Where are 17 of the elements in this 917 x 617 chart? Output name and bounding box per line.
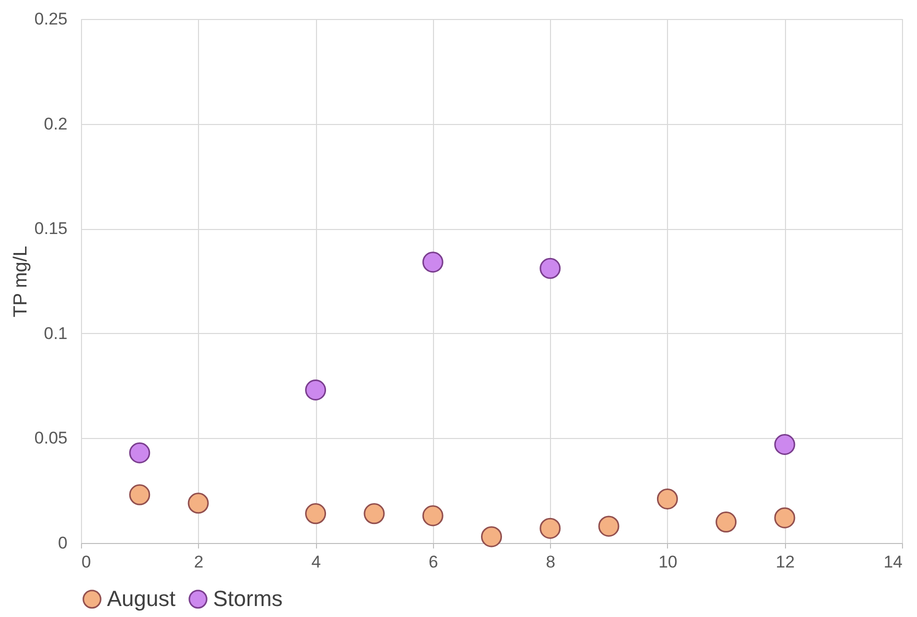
y-axis-title: TP mg/L	[10, 246, 32, 318]
y-tick-label: 0.05	[34, 428, 68, 448]
x-tick-label: 2	[194, 552, 204, 572]
x-tick-label: 0	[82, 552, 91, 572]
y-tick-label: 0.25	[34, 10, 68, 28]
y-tick-label: 0	[58, 534, 68, 552]
x-tick-label: 14	[884, 552, 902, 572]
x-tick-label: 6	[428, 552, 438, 572]
legend-label: Storms	[213, 586, 283, 612]
x-tick-label: 8	[546, 552, 556, 572]
y-tick-label: 0.1	[44, 324, 68, 343]
y-tick-label: 0.15	[34, 219, 68, 238]
x-tick-label: 4	[311, 552, 321, 572]
legend-label: August	[107, 586, 176, 612]
y-tick-label: 0.2	[44, 114, 68, 134]
x-tick-label: 12	[776, 552, 795, 572]
x-tick-label: 10	[658, 552, 678, 572]
